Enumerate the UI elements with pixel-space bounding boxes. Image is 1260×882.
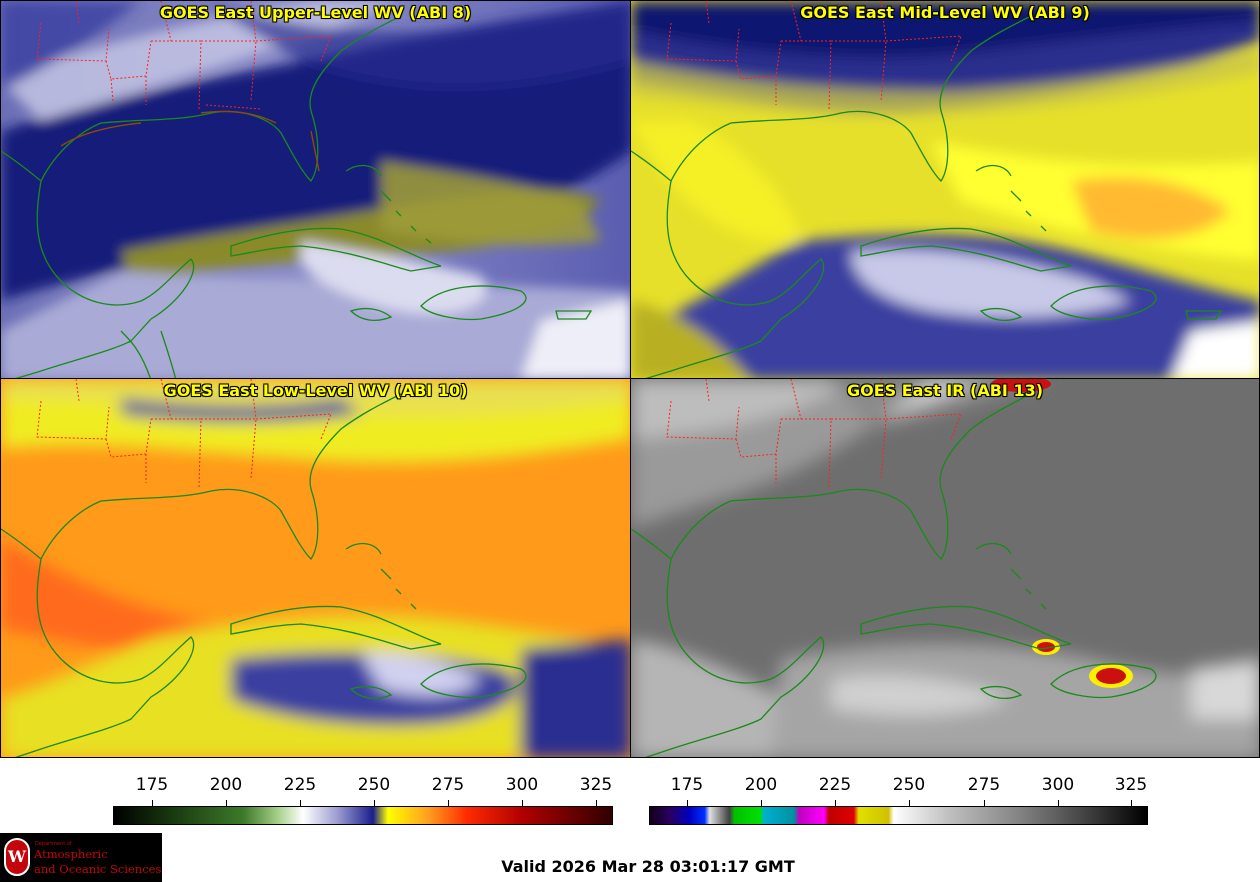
uw-seal-icon: W [4,838,30,876]
infrared-image [631,379,1259,757]
tick-label: 250 [892,775,926,795]
upper-level-wv-panel: GOES East Upper-Level WV (ABI 8) [0,0,631,379]
panel-title: GOES East Mid-Level WV (ABI 9) [800,3,1090,22]
tick-label: 325 [1114,775,1148,795]
panel-title: GOES East Low-Level WV (ABI 10) [163,381,468,400]
tick-label: 225 [283,775,317,795]
logo-name-line1: Atmospheric [34,847,108,861]
tick-label: 200 [744,775,778,795]
tick-label: 325 [579,775,613,795]
tick-label: 200 [209,775,243,795]
tick-label: 175 [135,775,169,795]
tick-label: 275 [431,775,465,795]
tick-label: 250 [357,775,391,795]
valid-time: Valid 2026 Mar 28 03:01:17 GMT [501,857,795,876]
panel-title: GOES East IR (ABI 13) [846,381,1044,400]
low-level-wv-image [1,379,630,757]
aos-logo: W Department of Atmospheric and Oceanic … [0,833,162,882]
tick-label: 175 [670,775,704,795]
logo-dept-text: Department of [35,841,72,847]
ir-colorbar-gradient [649,806,1148,825]
mid-level-wv-panel: GOES East Mid-Level WV (ABI 9) [630,0,1260,379]
mid-level-wv-image [631,1,1259,378]
tick-label: 300 [505,775,539,795]
logo-name-line2: and Oceanic Sciences [34,862,162,876]
tick-label: 300 [1041,775,1075,795]
tick-label: 225 [818,775,852,795]
ir-colorbar: 175 200 225 250 275 300 325 [649,770,1148,830]
tick-label: 275 [967,775,1001,795]
low-level-wv-panel: GOES East Low-Level WV (ABI 10) [0,378,631,758]
wv-colorbar-gradient [113,806,613,825]
infrared-panel: GOES East IR (ABI 13) [630,378,1260,758]
panel-title: GOES East Upper-Level WV (ABI 8) [159,3,472,22]
upper-level-wv-image [1,1,630,378]
wv-colorbar: 175 200 225 250 275 300 325 [113,770,613,830]
